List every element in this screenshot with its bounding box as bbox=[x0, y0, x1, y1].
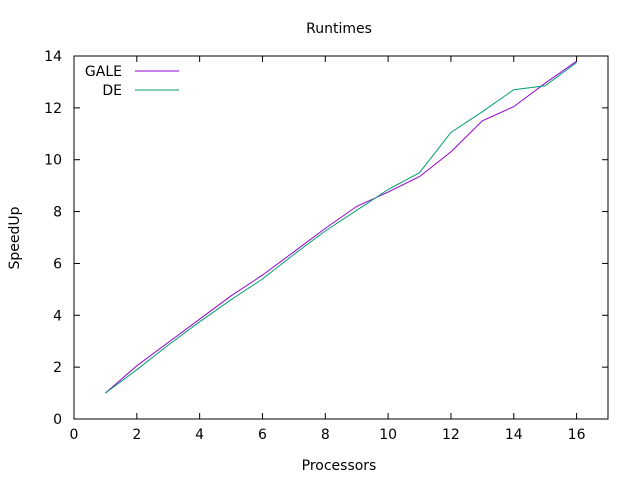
y-tick-label: 2 bbox=[53, 360, 62, 376]
x-tick-label: 4 bbox=[195, 427, 204, 443]
y-tick-label: 8 bbox=[53, 205, 62, 221]
y-tick-label: 12 bbox=[44, 101, 62, 117]
legend: GALE DE bbox=[85, 64, 179, 99]
legend-label-de: DE bbox=[102, 83, 122, 99]
y-tick-label: 4 bbox=[53, 308, 62, 324]
x-tick-label: 0 bbox=[70, 427, 79, 443]
x-tick-label: 6 bbox=[258, 427, 267, 443]
x-tick-label: 14 bbox=[505, 427, 523, 443]
y-tick-label: 14 bbox=[44, 49, 62, 65]
x-tick-label: 16 bbox=[568, 427, 586, 443]
series-line-de bbox=[105, 63, 576, 394]
y-tick-label: 6 bbox=[53, 256, 62, 272]
y-axis-label: SpeedUp bbox=[7, 206, 23, 269]
series-layer bbox=[105, 61, 576, 393]
chart-title: Runtimes bbox=[306, 21, 372, 37]
x-tick-label: 8 bbox=[321, 427, 330, 443]
x-axis-label: Processors bbox=[302, 458, 377, 474]
axis-ticks: 0 2 4 6 8 10 12 14 16 0 2 4 6 8 10 12 14 bbox=[44, 49, 608, 443]
y-tick-label: 10 bbox=[44, 153, 62, 169]
x-tick-label: 10 bbox=[379, 427, 397, 443]
x-tick-label: 12 bbox=[442, 427, 460, 443]
y-tick-label: 0 bbox=[53, 412, 62, 428]
series-line-gale bbox=[105, 61, 576, 393]
x-tick-label: 2 bbox=[132, 427, 141, 443]
legend-label-gale: GALE bbox=[85, 64, 122, 80]
plot-frame bbox=[74, 56, 608, 419]
